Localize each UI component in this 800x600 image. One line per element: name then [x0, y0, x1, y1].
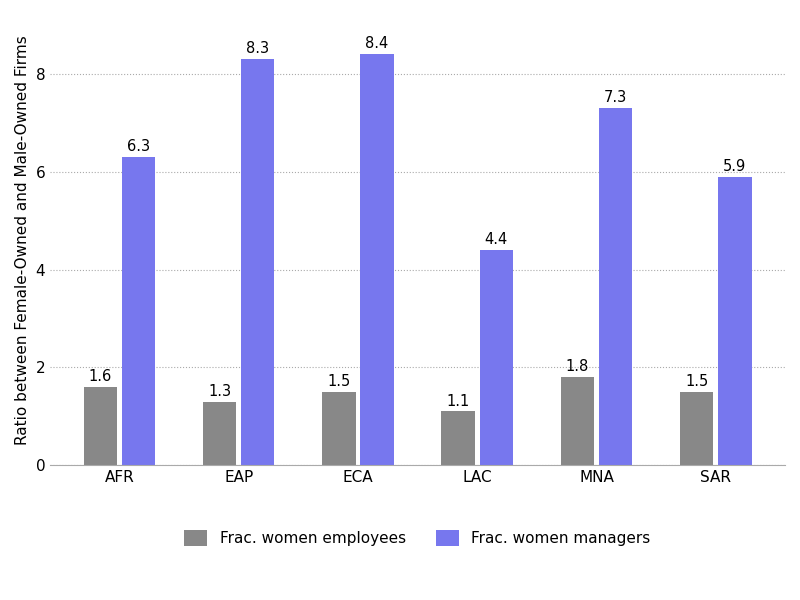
Bar [122, 157, 155, 465]
Bar [241, 59, 274, 465]
Bar [322, 392, 355, 465]
Text: 8.3: 8.3 [246, 41, 270, 56]
Text: 7.3: 7.3 [604, 90, 627, 105]
Text: 1.5: 1.5 [685, 374, 708, 389]
Text: 4.4: 4.4 [485, 232, 508, 247]
Text: 6.3: 6.3 [127, 139, 150, 154]
Bar [561, 377, 594, 465]
Text: 5.9: 5.9 [723, 158, 746, 173]
Text: 1.6: 1.6 [89, 369, 112, 384]
Text: 1.5: 1.5 [327, 374, 350, 389]
Text: 8.4: 8.4 [366, 36, 389, 51]
Y-axis label: Ratio between Female-Owned and Male-Owned Firms: Ratio between Female-Owned and Male-Owne… [15, 35, 30, 445]
Bar [442, 412, 475, 465]
Bar [360, 54, 394, 465]
Bar [718, 176, 751, 465]
Text: 1.8: 1.8 [566, 359, 589, 374]
Bar [480, 250, 513, 465]
Bar [83, 387, 117, 465]
Text: 1.3: 1.3 [208, 384, 231, 399]
Bar [680, 392, 714, 465]
Legend: Frac. women employees, Frac. women managers: Frac. women employees, Frac. women manag… [177, 523, 658, 554]
Bar [203, 401, 236, 465]
Bar [599, 108, 632, 465]
Text: 1.1: 1.1 [446, 394, 470, 409]
